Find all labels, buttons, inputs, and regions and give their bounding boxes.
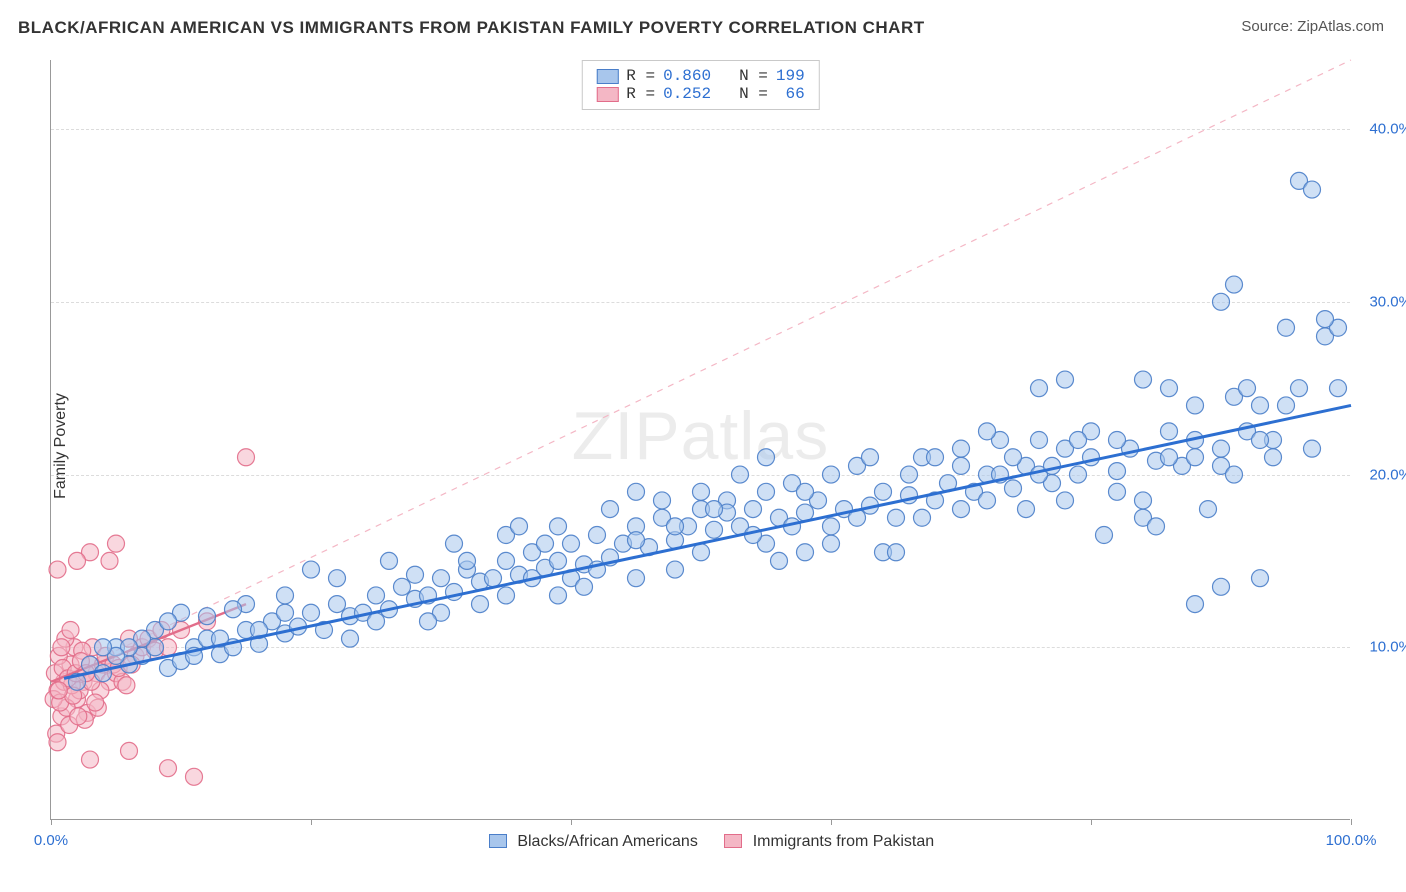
x-tick-label: 100.0%	[1326, 832, 1377, 849]
legend-stats-row-blue: R = 0.860 N = 199	[596, 67, 804, 85]
legend-label-pink: Immigrants from Pakistan	[753, 833, 934, 850]
r-label: R =	[626, 67, 655, 85]
x-tick-label: 0.0%	[34, 832, 68, 849]
legend-swatch-pink	[596, 87, 618, 102]
legend-swatch-blue	[596, 69, 618, 84]
r-value-pink: 0.252	[663, 85, 711, 103]
chart-svg	[51, 60, 1350, 819]
legend-stats-row-pink: R = 0.252 N = 66	[596, 85, 804, 103]
legend-label-blue: Blacks/African Americans	[517, 833, 698, 850]
source-link[interactable]: ZipAtlas.com	[1297, 18, 1384, 35]
n-value-blue: 199	[776, 67, 805, 85]
n-value-pink: 66	[776, 85, 805, 103]
y-tick-label: 30.0%	[1357, 293, 1406, 310]
chart-title: BLACK/AFRICAN AMERICAN VS IMMIGRANTS FRO…	[18, 18, 925, 38]
n-label: N =	[739, 67, 768, 85]
y-tick-label: 40.0%	[1357, 121, 1406, 138]
n-label: N =	[739, 85, 768, 103]
legend-swatch-pink	[724, 834, 742, 848]
plot-area: ZIPatlas R = 0.860 N = 199 R = 0.252 N =…	[50, 60, 1350, 820]
y-tick-label: 10.0%	[1357, 639, 1406, 656]
legend-swatch-blue	[489, 834, 507, 848]
y-tick-label: 20.0%	[1357, 466, 1406, 483]
chart-container: BLACK/AFRICAN AMERICAN VS IMMIGRANTS FRO…	[0, 0, 1406, 892]
legend-stats: R = 0.860 N = 199 R = 0.252 N = 66	[581, 60, 819, 110]
r-label: R =	[626, 85, 655, 103]
source-prefix: Source:	[1241, 18, 1297, 35]
r-value-blue: 0.860	[663, 67, 711, 85]
legend-series: Blacks/African Americans Immigrants from…	[51, 833, 1350, 851]
source-attribution: Source: ZipAtlas.com	[1241, 18, 1384, 35]
